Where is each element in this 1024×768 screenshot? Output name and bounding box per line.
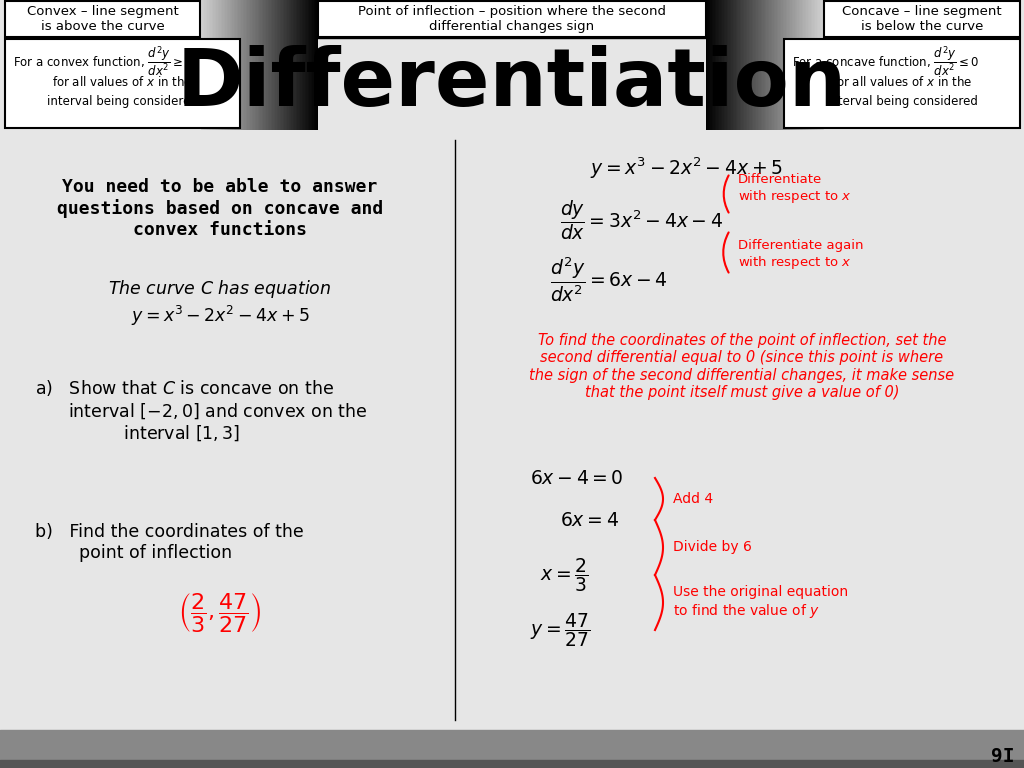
Bar [5, 39, 240, 128]
Text: Point of inflection – position where the second
differential changes sign: Point of inflection – position where the… [358, 5, 666, 33]
Text: Use the original equation
to find the value of $y$: Use the original equation to find the va… [673, 585, 848, 620]
Text: Differentiate again
with respect to $x$: Differentiate again with respect to $x$ [738, 239, 863, 271]
Text: Divide by 6: Divide by 6 [673, 541, 752, 554]
Text: $6x = 4$: $6x = 4$ [560, 511, 618, 529]
Bar [318, 1, 706, 37]
Bar [5, 1, 200, 37]
Text: For a concave function, $\dfrac{d^2y}{dx^2} \leq 0$: For a concave function, $\dfrac{d^2y}{dx… [792, 45, 979, 79]
Text: To find the coordinates of the point of inflection, set the
second differential : To find the coordinates of the point of … [529, 333, 954, 400]
Text: interval being considered: interval being considered [826, 95, 978, 108]
Text: $x = \dfrac{2}{3}$: $x = \dfrac{2}{3}$ [540, 556, 589, 594]
Text: b)   Find the coordinates of the
        point of inflection: b) Find the coordinates of the point of … [35, 523, 304, 562]
Bar [784, 39, 1020, 128]
Text: The curve $C$ has equation
$y = x^3 - 2x^2 - 4x + 5$: The curve $C$ has equation $y = x^3 - 2x… [109, 278, 332, 328]
Text: $y = x^3 - 2x^2 - 4x + 5$: $y = x^3 - 2x^2 - 4x + 5$ [590, 155, 782, 180]
Text: $6x - 4 = 0$: $6x - 4 = 0$ [530, 468, 624, 488]
Text: You need to be able to answer
questions based on concave and
convex functions: You need to be able to answer questions … [57, 178, 383, 239]
Text: $y = \dfrac{47}{27}$: $y = \dfrac{47}{27}$ [530, 611, 591, 649]
Text: For a convex function, $\dfrac{d^2y}{dx^2} \geq 0$: For a convex function, $\dfrac{d^2y}{dx^… [13, 45, 194, 79]
Text: Add 4: Add 4 [673, 492, 713, 506]
Text: Convex – line segment
is above the curve: Convex – line segment is above the curve [27, 5, 178, 33]
Text: 9I: 9I [990, 746, 1014, 766]
Bar [824, 1, 1020, 37]
Text: for all values of $x$ in the: for all values of $x$ in the [52, 74, 193, 88]
Text: Differentiation: Differentiation [177, 45, 847, 123]
Text: a)   Show that $C$ is concave on the
      interval $[-2,0]$ and convex on the
 : a) Show that $C$ is concave on the inter… [35, 378, 368, 443]
Text: Differentiate
with respect to $x$: Differentiate with respect to $x$ [738, 173, 852, 205]
Text: for all values of $x$ in the: for all values of $x$ in the [831, 74, 972, 88]
Text: $\left(\dfrac{2}{3},\dfrac{47}{27}\right)$: $\left(\dfrac{2}{3},\dfrac{47}{27}\right… [178, 591, 262, 634]
Text: interval being considered: interval being considered [47, 95, 198, 108]
Text: Concave – line segment
is below the curve: Concave – line segment is below the curv… [842, 5, 1001, 33]
Text: $\dfrac{d^2y}{dx^2} = 6x - 4$: $\dfrac{d^2y}{dx^2} = 6x - 4$ [550, 256, 668, 304]
Text: $\dfrac{dy}{dx} = 3x^2 - 4x - 4$: $\dfrac{dy}{dx} = 3x^2 - 4x - 4$ [560, 198, 723, 242]
